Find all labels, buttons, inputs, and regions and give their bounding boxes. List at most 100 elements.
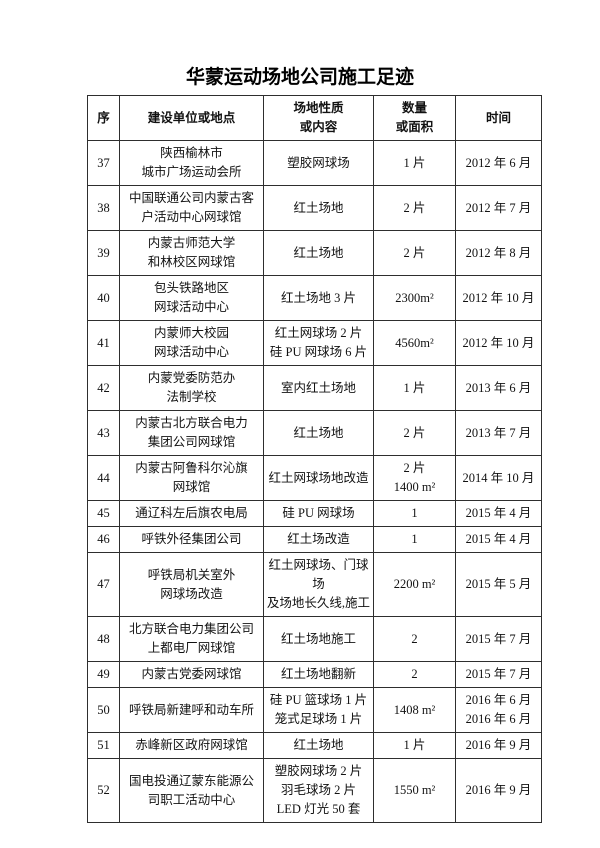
cell-line: 数量 — [401, 101, 427, 115]
cell-qty: 1408 m² — [373, 687, 456, 733]
cell-no: 44 — [87, 455, 120, 501]
cell-line: 集团公司网球馆 — [147, 435, 236, 449]
cell-line: 2012 年 10 月 — [462, 335, 535, 350]
cell-line: 43 — [97, 425, 110, 440]
table-row: 52 国电投通辽蒙东能源公 司职工活动中心 塑胶网球场 2 片羽毛球场 2 片 LED … — [87, 758, 542, 823]
table-row: 41 内蒙师大校园 网球活动中心 红土网球场 2 片硅 PU 网球场 6 片 4560m… — [87, 320, 542, 366]
cell-line: 2012 年 7 月 — [465, 200, 532, 215]
cell-line: 笼式足球场 1 片 — [274, 712, 363, 726]
cell-line: 室内红土场地 — [280, 380, 356, 395]
cell-unit: 包头铁路地区 网球活动中心 — [119, 275, 264, 321]
cell-line: 37 — [97, 155, 110, 170]
cell-line: 45 — [97, 506, 110, 520]
cell-line: 46 — [97, 532, 110, 546]
cell-line: 2015 年 5 月 — [465, 577, 532, 591]
table-body: 37 陕西榆林市 城市广场运动会所 塑胶网球场 1 片 2012 年 6 月 38 中国联通公… — [87, 140, 542, 823]
cell-line: 北方联合电力集团公司 — [128, 622, 254, 636]
cell-unit: 呼铁外径集团公司 — [119, 526, 264, 553]
cell-unit: 北方联合电力集团公司 上都电厂网球馆 — [119, 616, 264, 662]
cell-qty: 2200 m² — [373, 552, 456, 617]
cell-time: 2015 年 5 月 — [455, 552, 542, 617]
cell-line: 2 片 — [403, 461, 426, 475]
cell-time: 2015 年 7 月 — [455, 661, 542, 688]
cell-no: 48 — [87, 616, 120, 662]
cell-content: 红土场地 — [263, 732, 374, 759]
table-header: 序建设单位或地点 场地性质 或内容 数量 或面积 时间 — [87, 95, 542, 141]
col-header-4: 时间 — [455, 95, 542, 141]
cell-qty: 1550 m² — [373, 758, 456, 823]
cell-line: 1 片 — [403, 738, 426, 752]
cell-line: 2016 年 6 月 — [465, 712, 532, 726]
cell-unit: 通辽科左后旗农电局 — [119, 500, 264, 527]
cell-qty: 2 片 — [373, 185, 456, 231]
cell-line: 4560m² — [395, 335, 434, 350]
cell-line: 2200 m² — [393, 577, 436, 591]
col-header-0: 序 — [87, 95, 120, 141]
cell-line: 硅 PU 篮球场 1 片 — [269, 693, 368, 707]
cell-line: 网球场改造 — [160, 586, 223, 601]
cell-line: 硅 PU 网球场 — [282, 506, 355, 520]
col-header-2: 场地性质 或内容 — [263, 95, 374, 141]
cell-line: 和林校区网球馆 — [147, 255, 236, 269]
cell-line: 或面积 — [395, 120, 434, 134]
cell-line: 2012 年 10 月 — [462, 290, 535, 305]
cell-line: 2015 年 4 月 — [465, 506, 532, 520]
cell-no: 39 — [87, 230, 120, 276]
cell-line: 红土场地 3 片 — [280, 290, 356, 305]
cell-line: 49 — [97, 667, 110, 681]
cell-line: 42 — [97, 380, 110, 395]
cell-line: 2012 年 6 月 — [465, 155, 532, 170]
cell-unit: 呼铁局机关室外 网球场改造 — [119, 552, 264, 617]
cell-line: 网球馆 — [172, 480, 211, 494]
cell-time: 2016 年 9 月 — [455, 758, 542, 823]
cell-line: 2014 年 10 月 — [462, 470, 535, 485]
cell-line: 呼铁外径集团公司 — [141, 532, 242, 546]
cell-no: 37 — [87, 140, 120, 186]
cell-qty: 2300m² — [373, 275, 456, 321]
cell-qty: 2 — [373, 661, 456, 688]
cell-unit: 呼铁局新建呼和动车所 — [119, 687, 264, 733]
cell-line: 内蒙古阿鲁科尔沁旗 — [135, 461, 248, 475]
table-row: 51 赤峰新区政府网球馆 红土场地 1 片 2016 年 9 月 — [87, 732, 542, 759]
cell-time: 2015 年 4 月 — [455, 526, 542, 553]
cell-time: 2012 年 7 月 — [455, 185, 542, 231]
cell-line: 赤峰新区政府网球馆 — [135, 738, 248, 752]
table-row: 37 陕西榆林市 城市广场运动会所 塑胶网球场 1 片 2012 年 6 月 — [87, 140, 542, 186]
cell-line: 硅 PU 网球场 6 片 — [269, 345, 368, 359]
cell-qty: 2 片 — [373, 230, 456, 276]
cell-line: 2300m² — [395, 290, 434, 305]
cell-no: 46 — [87, 526, 120, 553]
cell-content: 红土场改造 — [263, 526, 374, 553]
cell-no: 50 — [87, 687, 120, 733]
cell-line: 塑胶网球场 2 片 — [274, 764, 363, 778]
cell-line: 陕西榆林市 — [160, 146, 223, 160]
cell-line: 网球活动中心 — [153, 300, 229, 314]
cell-qty: 1 片 — [373, 140, 456, 186]
cell-qty: 1 — [373, 500, 456, 527]
cell-content: 红土场地 — [263, 230, 374, 276]
cell-line: 内蒙古师范大学 — [147, 236, 236, 250]
cell-line: 2015 年 7 月 — [465, 631, 532, 646]
cell-line: 50 — [97, 702, 110, 717]
cell-line: 塑胶网球场 — [287, 155, 350, 170]
cell-content: 红土场地施工 — [263, 616, 374, 662]
table-row: 48 北方联合电力集团公司 上都电厂网球馆 红土场地施工 2 2015 年 7 月 — [87, 616, 542, 662]
cell-line: 2015 年 4 月 — [465, 532, 532, 546]
cell-line: 39 — [97, 245, 110, 260]
cell-content: 红土场地翻新 — [263, 661, 374, 688]
cell-unit: 内蒙古阿鲁科尔沁旗 网球馆 — [119, 455, 264, 501]
cell-time: 2013 年 7 月 — [455, 410, 542, 456]
cell-line: 48 — [97, 631, 110, 646]
cell-line: 1 — [411, 506, 418, 520]
cell-unit: 内蒙师大校园 网球活动中心 — [119, 320, 264, 366]
cell-qty: 2 片 — [373, 410, 456, 456]
cell-line: 44 — [97, 470, 110, 485]
cell-line: 红土网球场地改造 — [268, 470, 369, 485]
cell-line: 内蒙师大校园 — [153, 326, 229, 340]
cell-unit: 内蒙党委防范办 法制学校 — [119, 365, 264, 411]
cell-line: 1 — [411, 532, 418, 546]
cell-line: 网球活动中心 — [153, 345, 229, 359]
cell-no: 51 — [87, 732, 120, 759]
cell-content: 室内红土场地 — [263, 365, 374, 411]
cell-content: 硅 PU 网球场 — [263, 500, 374, 527]
